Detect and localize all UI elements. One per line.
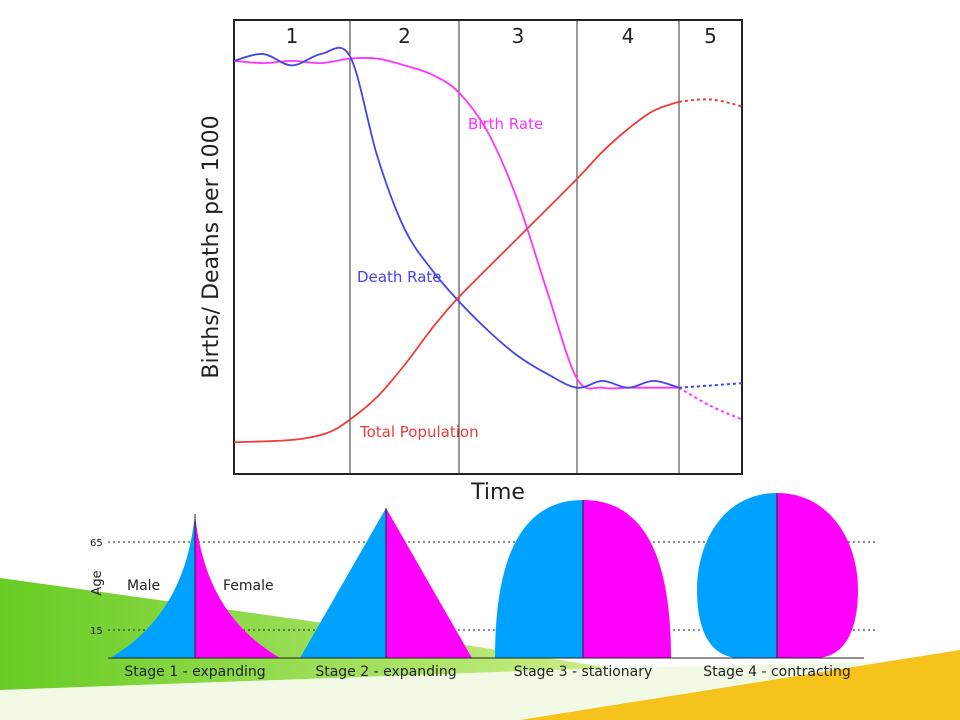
pyramid-2-label: Stage 2 - expanding: [315, 664, 456, 680]
birth-rate-projection: [678, 386, 743, 421]
pyramid-4-label: Stage 4 - contracting: [703, 664, 851, 680]
plot-frame: [233, 19, 743, 475]
pyramid-4-female: [777, 493, 858, 658]
age-tick-65: 65: [90, 538, 103, 549]
total-population-label: Total Population: [359, 423, 479, 441]
x-axis-label: Time: [470, 480, 525, 505]
pyramid-stage-4: [697, 493, 858, 658]
total-population-projection: [678, 98, 743, 108]
population-pyramids: 65 15 Age Male Female Stage 1 - expandin…: [90, 493, 876, 680]
stage-label-5: 5: [704, 24, 717, 48]
total-population-line: [233, 100, 680, 444]
pyramid-stage-2: [300, 508, 472, 658]
pyramid-1-male: [110, 514, 195, 658]
pyramid-1-label: Stage 1 - expanding: [124, 664, 265, 680]
pyramid-1-female: [195, 514, 280, 658]
stage-dividers: [349, 20, 680, 474]
birth-rate-label: Birth Rate: [468, 115, 543, 133]
male-legend-label: Male: [127, 578, 160, 594]
transition-chart: 1 2 3 4 5 Births/ Deaths per 1000 Time Birth…: [199, 19, 743, 505]
pyramid-2-male: [300, 508, 386, 658]
pyramid-3-female: [583, 500, 671, 658]
stage-labels: 1 2 3 4 5: [286, 24, 717, 48]
stage-label-3: 3: [512, 24, 525, 48]
pyramid-stage-3: [495, 500, 671, 658]
death-rate-line: [233, 46, 680, 389]
series-layer: [233, 46, 743, 444]
female-legend-label: Female: [223, 578, 274, 594]
death-rate-label: Death Rate: [357, 268, 442, 286]
pyramid-stage-1: [110, 514, 280, 658]
stage-label-1: 1: [286, 24, 299, 48]
yellow-band: [520, 650, 960, 720]
age-axis-label: Age: [90, 570, 105, 595]
green-band: [0, 578, 610, 690]
pyramid-2-female: [386, 508, 472, 658]
death-rate-projection: [678, 382, 743, 389]
birth-rate-line: [233, 56, 679, 390]
y-axis-label: Births/ Deaths per 1000: [199, 115, 224, 378]
pyramid-3-male: [495, 500, 583, 658]
slide-decoration: [0, 578, 960, 720]
pyramid-4-male: [697, 493, 777, 658]
stage-label-4: 4: [622, 24, 635, 48]
stage-label-2: 2: [398, 24, 411, 48]
age-tick-15: 15: [90, 626, 103, 637]
pyramid-3-label: Stage 3 - stationary: [514, 664, 653, 680]
